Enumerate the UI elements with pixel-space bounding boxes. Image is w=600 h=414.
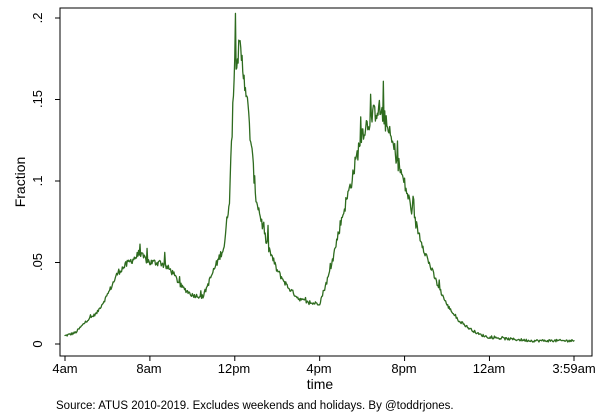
x-tick-label: 3:59am <box>552 361 595 376</box>
x-tick-labels: 4am 8am 12pm 4pm 8pm 12am 3:59am <box>52 361 595 376</box>
x-tick-label: 12am <box>473 361 506 376</box>
x-tick-label: 4pm <box>306 361 331 376</box>
plot-frame <box>59 7 593 357</box>
x-tick-label: 8am <box>136 361 161 376</box>
source-note: Source: ATUS 2010-2019. Excludes weekend… <box>56 400 454 412</box>
y-tick-label: 0 <box>30 340 45 347</box>
y-tick-label: .05 <box>30 253 45 271</box>
y-tick-labels: 0 .05 .1 .15 .2 <box>30 13 45 348</box>
x-tick-label: 4am <box>52 361 77 376</box>
x-tick-label: 12pm <box>218 361 251 376</box>
x-tick-label: 8pm <box>391 361 416 376</box>
x-axis-title: time <box>307 376 334 392</box>
y-tick-label: .2 <box>30 13 45 24</box>
y-tick-label: .1 <box>30 176 45 187</box>
series-line <box>64 12 575 343</box>
tick-marks <box>55 17 575 361</box>
y-tick-label: .15 <box>30 90 45 108</box>
y-axis-title: Fraction <box>12 157 28 208</box>
